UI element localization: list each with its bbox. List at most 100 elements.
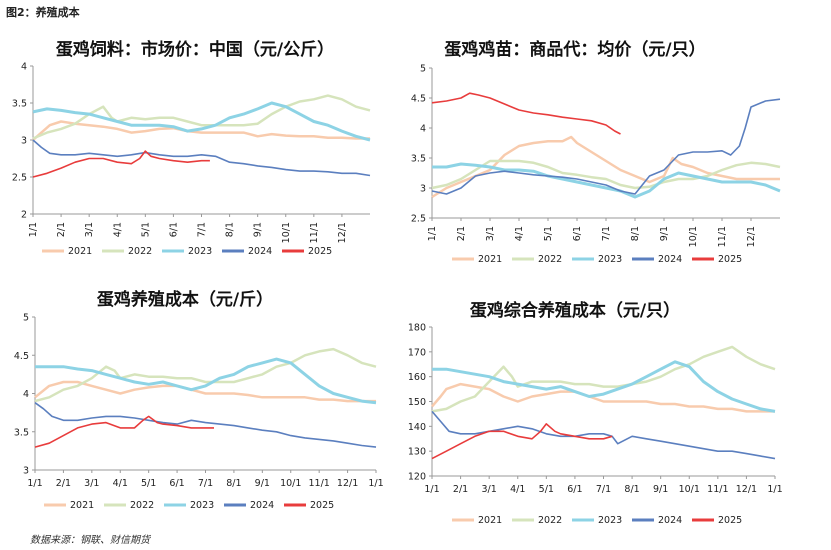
data-source-note: 数据来源：钢联、财信期货	[30, 535, 150, 546]
legend-label-2025: 2025	[718, 515, 742, 526]
y-tick-label: 150	[408, 397, 426, 408]
y-tick-label: 3.5	[12, 99, 27, 110]
chart-4: 蛋鸡综合养殖成本（元/只） 120 130 140 150 160 170 180 1/1 2/1…	[408, 300, 783, 526]
y-tick-label: 5	[23, 313, 29, 324]
y-tick-label: 160	[408, 372, 426, 383]
x-tick-label: 12/1	[337, 478, 358, 489]
legend-label-2022: 2022	[538, 254, 562, 265]
x-tick-label: 1/1	[27, 478, 42, 489]
x-tick-label: 3/1	[84, 222, 95, 237]
series-line-2023	[432, 162, 781, 199]
series-line-2021	[431, 135, 780, 199]
x-tick-label: 9/1	[253, 222, 264, 237]
y-tick-label: 170	[408, 347, 426, 358]
series-line-2023	[432, 360, 776, 413]
series-line-2024	[431, 98, 781, 195]
x-tick-label: 11/1	[717, 226, 728, 247]
series-line-2022	[431, 159, 781, 190]
series-line-2024	[431, 410, 776, 460]
x-tick-label: 1/1	[427, 226, 438, 241]
series-line-2023	[32, 101, 371, 142]
y-tick-label: 2.5	[411, 214, 426, 225]
series-line-2024	[32, 139, 371, 177]
legend-label-2023: 2023	[598, 254, 622, 265]
x-tick-label: 1/1	[767, 484, 782, 495]
chart-1: 蛋鸡饲料：市场价：中国（元/公斤） 2 2.5 3 3.5 4 1/1 2/1 3/1 4/1 5/…	[12, 39, 371, 257]
x-tick-label: 6/1	[567, 484, 582, 495]
legend-label-2021: 2021	[478, 254, 502, 265]
x-tick-label: 10/1	[688, 226, 699, 247]
x-tick-label: 2/1	[56, 478, 71, 489]
x-tick-label: 11/1	[309, 222, 320, 243]
x-tick-label: 9/1	[653, 484, 668, 495]
y-tick-label: 4	[21, 62, 27, 73]
series-line-2025	[32, 150, 210, 178]
x-tick-label: 8/1	[630, 226, 641, 241]
y-tick-label: 140	[408, 422, 426, 433]
x-tick-label: 5/1	[539, 484, 554, 495]
x-tick-label: 1/1	[368, 478, 383, 489]
y-tick-label: 2	[21, 210, 27, 221]
x-tick-label: 10/1	[281, 222, 292, 243]
legend-label-2021: 2021	[478, 515, 502, 526]
legend-label-2024: 2024	[248, 246, 272, 257]
y-tick-label: 3.5	[14, 427, 29, 438]
x-tick-label: 9/1	[255, 478, 270, 489]
legend-label-2023: 2023	[190, 500, 214, 511]
y-tick-label: 2.5	[12, 173, 27, 184]
x-tick-label: 11/1	[308, 478, 329, 489]
x-tick-label: 7/1	[596, 484, 611, 495]
chart-2: 蛋鸡鸡苗：商品代：均价（元/只） 2.5 3 3.5 4 4.5 5 1/1 2/1 3/1 4/1…	[411, 39, 781, 265]
x-tick-label: 2/1	[56, 222, 67, 237]
series-line-2021	[34, 380, 376, 403]
x-tick-label: 7/1	[198, 478, 213, 489]
series-line-2025	[34, 415, 214, 448]
x-tick-label: 8/1	[225, 222, 236, 237]
y-tick-label: 120	[408, 472, 426, 483]
x-tick-label: 9/1	[659, 226, 670, 241]
legend-label-2025: 2025	[308, 246, 332, 257]
y-tick-label: 3	[21, 136, 27, 147]
legend-label-2025: 2025	[310, 500, 334, 511]
series-line-2024	[34, 402, 377, 448]
x-tick-label: 2/1	[453, 484, 468, 495]
chart-title: 蛋鸡饲料：市场价：中国（元/公斤）	[56, 39, 334, 60]
x-tick-label: 11/1	[707, 484, 728, 495]
x-tick-label: 1/1	[424, 484, 439, 495]
y-tick-label: 4	[420, 124, 426, 135]
x-tick-label: 7/1	[601, 226, 612, 241]
x-tick-label: 4/1	[113, 478, 128, 489]
x-tick-label: 6/1	[168, 222, 179, 237]
x-tick-label: 12/1	[746, 226, 757, 247]
x-tick-label: 4/1	[112, 222, 123, 237]
x-tick-label: 3/1	[482, 484, 497, 495]
chart-title: 蛋鸡鸡苗：商品代：均价（元/只）	[444, 39, 705, 60]
legend-label-2024: 2024	[658, 515, 682, 526]
series-line-2025	[431, 423, 613, 460]
x-tick-label: 10/1	[679, 484, 700, 495]
legend-label-2023: 2023	[188, 246, 212, 257]
y-tick-label: 4	[23, 389, 29, 400]
series-line-2021	[431, 382, 775, 413]
legend-label-2022: 2022	[130, 500, 154, 511]
chart-title: 蛋鸡养殖成本（元/斤）	[97, 289, 273, 310]
x-tick-label: 6/1	[169, 478, 184, 489]
legend-label-2021: 2021	[68, 246, 92, 257]
series-line-2022	[34, 347, 377, 403]
y-tick-label: 3.5	[411, 154, 426, 165]
x-tick-label: 8/1	[226, 478, 241, 489]
x-tick-label: 7/1	[197, 222, 208, 237]
x-tick-label: 4/1	[510, 484, 525, 495]
legend-label-2025: 2025	[718, 254, 742, 265]
x-tick-label: 5/1	[140, 222, 151, 237]
x-tick-label: 8/1	[624, 484, 639, 495]
x-tick-label: 2/1	[456, 226, 467, 241]
series-line-2023	[35, 357, 377, 405]
legend-label-2023: 2023	[598, 515, 622, 526]
chart-title: 蛋鸡综合养殖成本（元/只）	[470, 300, 680, 321]
y-tick-label: 180	[408, 323, 426, 334]
x-tick-label: 10/1	[280, 478, 301, 489]
x-tick-label: 6/1	[572, 226, 583, 241]
y-tick-label: 4.5	[14, 351, 29, 362]
